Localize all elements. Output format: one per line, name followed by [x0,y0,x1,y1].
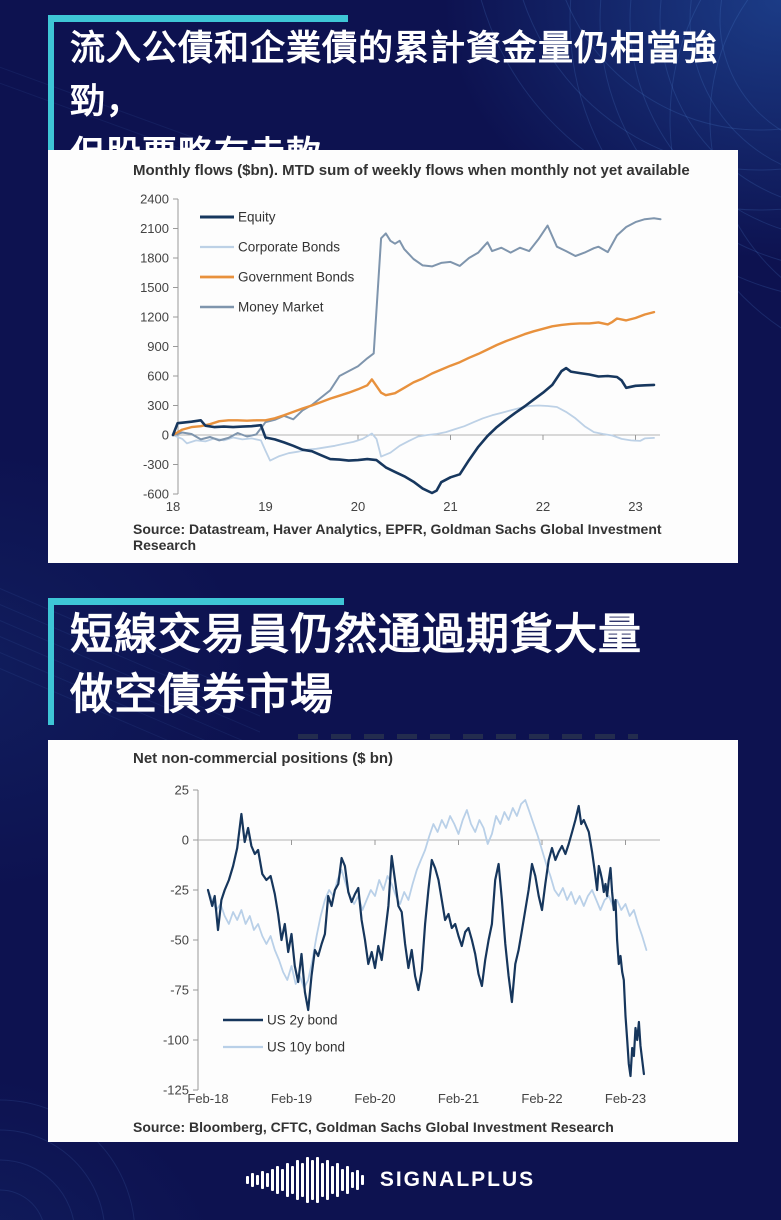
x-tick-label: Feb-20 [354,1091,395,1106]
y-tick-label: 1800 [140,251,169,266]
y-tick-label: 0 [182,833,189,848]
waveform-bar [355,1170,359,1190]
series-equity [171,366,656,495]
y-tick-label: 2100 [140,221,169,236]
y-tick-label: -100 [163,1033,189,1048]
waveform-bar [330,1166,334,1194]
legend-label: Equity [238,210,276,225]
x-tick-label: 22 [536,499,550,514]
x-tick-label: 20 [351,499,365,514]
y-tick-label: -25 [170,883,189,898]
chart-card-net-positions: Net non-commercial positions ($ bn) 25 0 -… [48,734,738,1142]
monthly-flows-line-chart: 2400 2100 1800 1500 1200 900 600 300 0 -300 -60018… [140,192,662,514]
headline-line-1: 短線交易員仍然通過期貨大量 [70,611,642,659]
waveform-bar [305,1157,309,1203]
y-tick-label: -125 [163,1083,189,1098]
waveform-bar [280,1169,284,1191]
y-tick-label: -50 [170,933,189,948]
brand-footer: SIGNALPLUS [0,1150,781,1210]
waveform-bar [250,1173,254,1187]
chart1-source: Source: Datastream, Haver Analytics, EPF… [133,521,662,553]
y-tick-label: 300 [147,398,169,413]
headline-accent-bar [48,598,344,605]
y-tick-label: 2400 [140,192,169,207]
y-tick-label: -75 [170,983,189,998]
x-tick-label: Feb-19 [271,1091,312,1106]
x-tick-label: 21 [443,499,457,514]
waveform-bar [300,1163,304,1197]
waveform-bar [255,1175,259,1185]
y-tick-label: 1200 [140,310,169,325]
legend-label: US 2y bond [267,1013,338,1028]
y-tick-label: 600 [147,369,169,384]
waveform-bar [275,1166,279,1194]
headline-line-1: 流入公債和企業債的累計資金量仍相當強勁， [70,29,719,121]
series-government-bonds [171,310,656,437]
waveform-icon [245,1154,364,1206]
y-tick-label: 0 [162,428,169,443]
legend-label: Government Bonds [238,270,355,285]
waveform-bar [325,1160,329,1200]
x-tick-label: 18 [166,499,180,514]
chart2-title: Net non-commercial positions ($ bn) [133,750,394,767]
waveform-bar [270,1169,274,1191]
y-tick-label: 1500 [140,280,169,295]
headline-line-2: 做空債券市場 [70,671,334,719]
waveform-bar [310,1160,314,1200]
series-us-2y-bond [206,804,646,1078]
cropped-text-remnant [298,734,638,739]
waveform-bar [350,1172,354,1188]
y-tick-label: -300 [143,457,169,472]
x-tick-label: Feb-23 [605,1091,646,1106]
waveform-bar [320,1163,324,1197]
waveform-bar [290,1166,294,1194]
waveform-bar [295,1160,299,1200]
brand-name: SIGNALPLUS [379,1168,536,1191]
waveform-bar [315,1157,319,1203]
chart1-title: Monthly flows ($bn). MTD sum of weekly f… [133,162,690,179]
waveform-bar [345,1166,349,1194]
waveform-bar [335,1163,339,1197]
legend-label: Money Market [238,300,324,315]
waveform-bar [285,1163,289,1197]
waveform-bar [340,1169,344,1191]
y-tick-label: -600 [143,486,169,501]
legend-label: US 10y bond [267,1040,345,1055]
headline-short-positions: 短線交易員仍然通過期貨大量 做空債券市場 [48,598,642,725]
y-tick-label: 900 [147,339,169,354]
chart-card-monthly-flows: Monthly flows ($bn). MTD sum of weekly f… [48,150,738,563]
waveform-bar [245,1176,249,1184]
headline-accent-bar [48,15,348,22]
waveform-bar [265,1173,269,1187]
chart2-source: Source: Bloomberg, CFTC, Goldman Sachs G… [133,1119,614,1135]
series-us-10y-bond [207,799,648,989]
series-corporate-bonds [172,404,655,462]
x-tick-label: 19 [258,499,272,514]
waveform-bar [260,1171,264,1189]
x-tick-label: Feb-18 [187,1091,228,1106]
legend-label: Corporate Bonds [238,240,340,255]
waveform-bar [360,1175,364,1185]
x-tick-label: Feb-21 [438,1091,479,1106]
x-tick-label: Feb-22 [521,1091,562,1106]
y-tick-label: 25 [175,783,189,798]
x-tick-label: 23 [628,499,642,514]
